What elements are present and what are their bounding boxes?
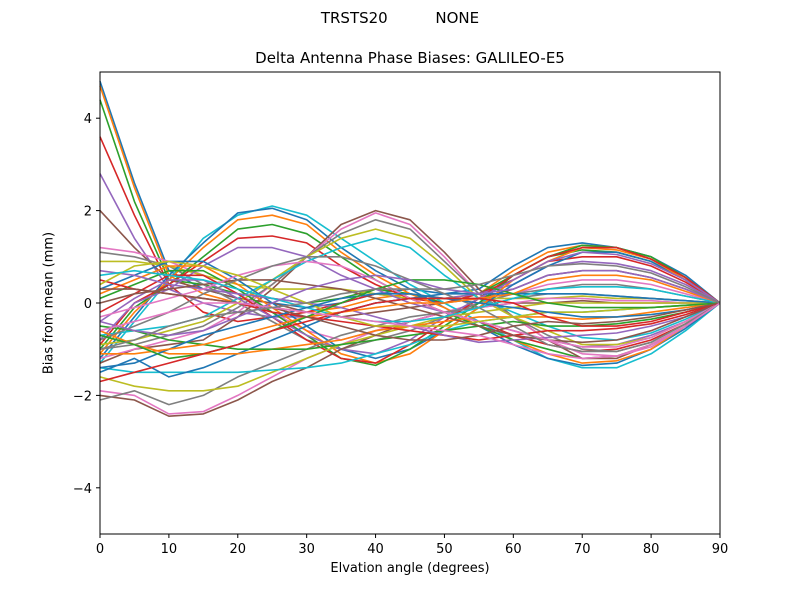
series-line [99,205,721,369]
series-line [99,297,721,383]
y-tick-label: 2 [84,205,92,220]
x-axis-label: Elvation angle (degrees) [330,561,490,576]
series-line [99,269,721,337]
x-tick-label: 60 [505,542,522,557]
series-line [99,228,721,346]
figure-suptitle: TRSTS20 NONE [320,9,480,27]
series-line [99,292,721,369]
series-line [99,209,721,364]
x-tick-label: 70 [574,542,591,557]
x-tick-label: 90 [712,542,729,557]
x-tick-label: 80 [643,542,660,557]
series-line [99,279,721,344]
series-line [99,262,721,350]
series-line [99,302,721,360]
x-tick-label: 40 [367,542,384,557]
series-line [99,269,721,323]
y-tick-label: 4 [84,112,92,127]
series-lines [99,80,721,418]
x-axis-ticks: 0 10 20 30 40 50 60 70 80 90 [96,534,728,557]
y-tick-label: −2 [73,389,92,404]
x-tick-label: 50 [436,542,453,557]
series-line [99,173,721,318]
x-tick-label: 10 [161,542,178,557]
y-axis-ticks: −4 −2 0 2 4 [73,112,100,497]
series-line [100,274,721,355]
x-tick-label: 30 [298,542,315,557]
y-tick-label: 0 [84,297,92,312]
series-line [100,288,721,341]
x-tick-label: 20 [230,542,247,557]
chart-title: Delta Antenna Phase Biases: GALILEO-E5 [255,49,565,67]
y-tick-label: −4 [73,482,92,497]
x-tick-label: 0 [96,542,104,557]
